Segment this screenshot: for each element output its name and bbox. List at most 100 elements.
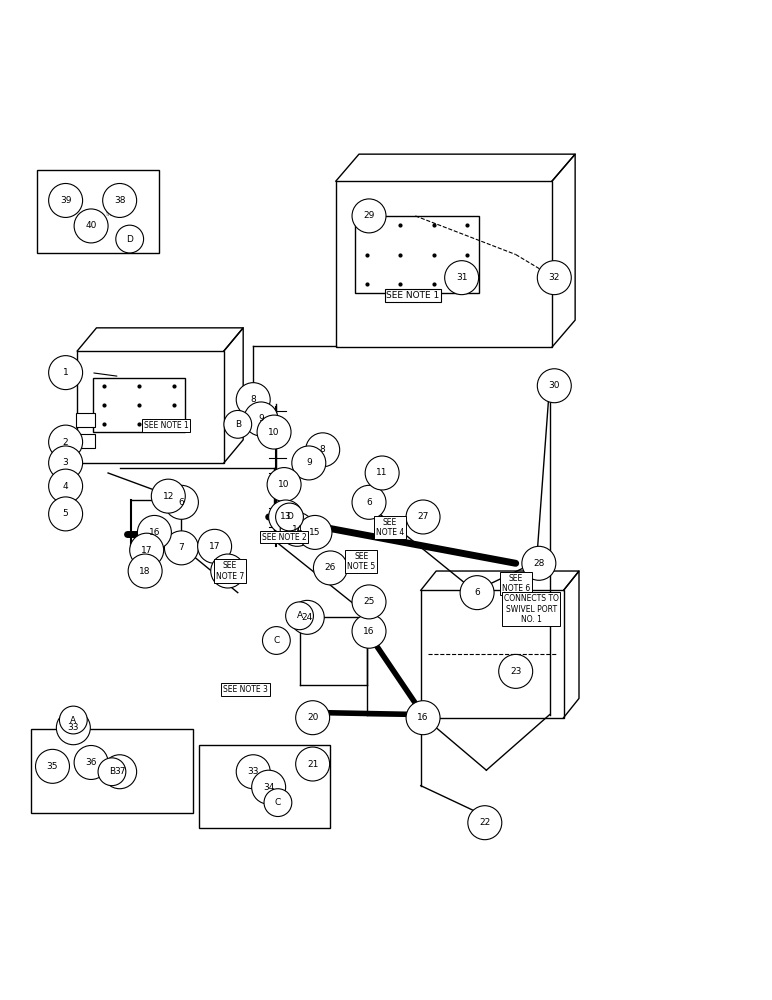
Circle shape [406, 701, 440, 735]
Text: 16: 16 [149, 528, 160, 537]
Text: 33: 33 [248, 767, 259, 776]
Circle shape [290, 600, 324, 634]
FancyBboxPatch shape [37, 170, 159, 253]
Text: 18: 18 [140, 567, 151, 576]
Circle shape [257, 415, 291, 449]
Circle shape [74, 209, 108, 243]
Circle shape [49, 183, 83, 217]
Circle shape [306, 433, 340, 467]
Circle shape [36, 749, 69, 783]
Text: 21: 21 [307, 760, 318, 769]
Text: 23: 23 [510, 667, 521, 676]
Circle shape [267, 468, 301, 502]
Text: A: A [296, 611, 303, 620]
Circle shape [499, 654, 533, 688]
Circle shape [537, 369, 571, 403]
Text: 26: 26 [325, 563, 336, 572]
Circle shape [137, 515, 171, 549]
Circle shape [103, 183, 137, 217]
Text: SEE NOTE 1: SEE NOTE 1 [387, 291, 439, 300]
Text: SEE
NOTE 4: SEE NOTE 4 [376, 518, 404, 537]
Circle shape [352, 614, 386, 648]
Text: 35: 35 [47, 762, 58, 771]
Text: 17: 17 [141, 546, 152, 555]
Text: 16: 16 [418, 713, 428, 722]
Text: 13: 13 [280, 512, 291, 521]
Text: B: B [235, 420, 241, 429]
Text: 30: 30 [549, 381, 560, 390]
Text: 38: 38 [114, 196, 125, 205]
Circle shape [445, 261, 479, 295]
FancyBboxPatch shape [336, 181, 552, 347]
Text: 17: 17 [209, 542, 220, 551]
Circle shape [468, 806, 502, 840]
Text: SEE NOTE 1: SEE NOTE 1 [144, 421, 188, 430]
FancyBboxPatch shape [76, 434, 95, 448]
Circle shape [56, 711, 90, 745]
Text: 22: 22 [479, 818, 490, 827]
Text: C: C [273, 636, 279, 645]
Circle shape [49, 497, 83, 531]
Circle shape [49, 469, 83, 503]
FancyBboxPatch shape [77, 351, 224, 463]
Circle shape [130, 533, 164, 567]
Text: 36: 36 [86, 758, 96, 767]
Text: 28: 28 [533, 559, 544, 568]
Circle shape [352, 485, 386, 519]
Circle shape [49, 356, 83, 390]
Text: C: C [275, 798, 281, 807]
Circle shape [164, 531, 198, 565]
Circle shape [298, 515, 332, 549]
Text: 2: 2 [63, 438, 69, 447]
Text: SEE NOTE 3: SEE NOTE 3 [223, 685, 268, 694]
Text: fitting: fitting [101, 771, 123, 777]
Text: 7: 7 [178, 543, 185, 552]
Text: 6: 6 [474, 588, 480, 597]
Circle shape [286, 602, 313, 630]
Circle shape [198, 529, 232, 563]
Text: 40: 40 [86, 221, 96, 230]
Circle shape [522, 546, 556, 580]
Circle shape [296, 701, 330, 735]
Circle shape [264, 789, 292, 817]
Text: 9: 9 [306, 458, 312, 467]
FancyBboxPatch shape [355, 216, 479, 293]
Text: A: A [70, 716, 76, 725]
Circle shape [98, 758, 126, 786]
Text: 6: 6 [366, 498, 372, 507]
Circle shape [460, 576, 494, 610]
Circle shape [269, 500, 303, 534]
Circle shape [116, 225, 144, 253]
Text: SEE
NOTE 6: SEE NOTE 6 [502, 574, 530, 593]
Circle shape [292, 446, 326, 480]
Text: 12: 12 [163, 492, 174, 501]
Text: 25: 25 [364, 597, 374, 606]
Text: SEE NOTE 2: SEE NOTE 2 [262, 533, 306, 542]
Text: 14: 14 [292, 525, 303, 534]
Text: 34: 34 [263, 783, 274, 792]
Text: 37: 37 [114, 767, 125, 776]
Circle shape [365, 456, 399, 490]
FancyBboxPatch shape [76, 413, 95, 427]
Text: 8: 8 [250, 395, 256, 404]
Text: 24: 24 [302, 613, 313, 622]
Text: 10: 10 [279, 480, 290, 489]
Text: 32: 32 [549, 273, 560, 282]
FancyBboxPatch shape [31, 729, 193, 813]
Text: 10: 10 [269, 428, 279, 437]
Circle shape [103, 755, 137, 789]
Text: fitting: fitting [105, 211, 127, 217]
Text: bolt: bolt [258, 784, 272, 790]
Text: 3: 3 [63, 458, 69, 467]
Circle shape [236, 383, 270, 417]
Circle shape [236, 755, 270, 789]
Text: 31: 31 [456, 273, 467, 282]
Text: 20: 20 [307, 713, 318, 722]
Text: 6: 6 [178, 498, 185, 507]
Circle shape [164, 485, 198, 519]
Text: 8: 8 [320, 445, 326, 454]
Circle shape [313, 551, 347, 585]
FancyBboxPatch shape [199, 745, 330, 828]
Text: SEE
NOTE 5: SEE NOTE 5 [347, 552, 375, 571]
Circle shape [224, 410, 252, 438]
